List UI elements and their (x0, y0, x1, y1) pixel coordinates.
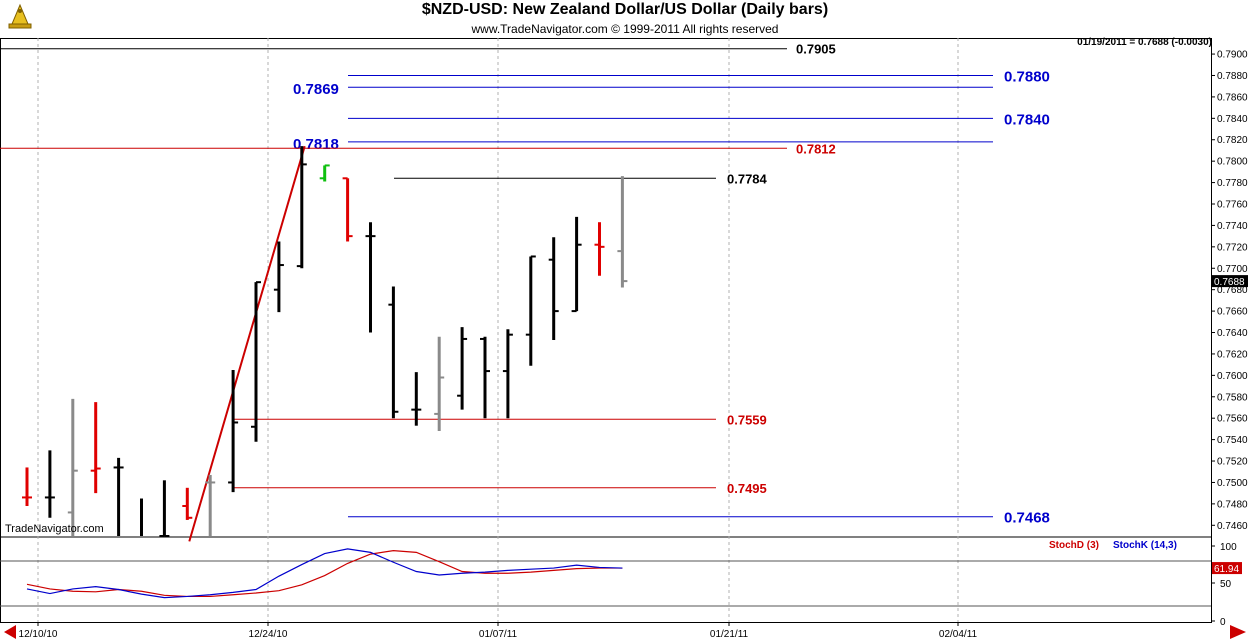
chart-subtitle: www.TradeNavigator.com © 1999-2011 All r… (471, 22, 779, 36)
ohlc-bar (205, 474, 216, 536)
stoch-d-line (26, 550, 623, 598)
scroll-right-icon[interactable] (1230, 625, 1246, 639)
level-label: 0.7784 (727, 171, 768, 186)
ohlc-bar (159, 480, 170, 537)
ohlc-bar (44, 450, 55, 518)
ohlc-bar (571, 216, 582, 313)
ohlc-bar (67, 398, 78, 536)
level-label: 0.7905 (796, 42, 836, 57)
ohlc-bar (365, 222, 376, 333)
stoch-d-legend: StochD (3) (1049, 540, 1099, 551)
y-tick-label: 0.7660 (1217, 307, 1248, 318)
x-tick-label: 12/10/10 (19, 629, 58, 640)
y-tick-label: 0.7580 (1217, 392, 1248, 403)
y-tick-label: 0.7480 (1217, 499, 1248, 510)
level-label: 0.7559 (727, 412, 767, 427)
scroll-left-icon[interactable] (4, 625, 16, 639)
y-tick-label: 0.7840 (1217, 114, 1248, 125)
last-price-label: 0.7688 (1214, 277, 1245, 288)
x-tick-label: 02/04/11 (939, 629, 978, 640)
ohlc-bar (342, 177, 353, 242)
price-levels: 0.7905 0.7880 0.7869 0.7840 0.7818 0.7812 0.77… (0, 42, 1050, 527)
x-tick-label: 01/21/11 (710, 629, 749, 640)
y-tick-label: 0.7560 (1217, 414, 1248, 425)
y-tick-label: 0.7680 (1217, 285, 1248, 296)
y-tick-label: 0.7700 (1217, 264, 1248, 275)
y-tick-label: 0.7600 (1217, 371, 1248, 382)
trend-line (188, 145, 306, 542)
stoch-k-line (26, 548, 623, 599)
y-tick-label: 0.7620 (1217, 349, 1248, 360)
x-tick-label: 01/07/11 (479, 629, 518, 640)
stoch-k-legend: StochK (14,3) (1113, 540, 1177, 551)
trend-line-segment (188, 145, 306, 542)
chart-frame (0, 38, 1212, 623)
ohlc-bar (251, 281, 261, 442)
level-label: 0.7869 (293, 81, 339, 98)
level-label: 0.7812 (796, 141, 836, 156)
ohlc-bar (548, 237, 559, 341)
level-label: 0.7468 (1004, 510, 1050, 527)
level-label: 0.7840 (1004, 111, 1050, 128)
ohlc-bar (617, 176, 628, 288)
x-tick-label: 12/24/10 (249, 629, 288, 640)
stoch-y-tick-label: 50 (1220, 579, 1232, 590)
grid-lines (0, 38, 1211, 622)
ohlc-bar (434, 336, 445, 432)
ohlc-bar (502, 329, 513, 419)
stoch-last-label: 61.94 (1214, 564, 1239, 575)
watermark: TradeNavigator.com (5, 523, 104, 535)
ohlc-bar (296, 146, 307, 269)
chart-title: $NZD-USD: New Zealand Dollar/US Dollar (… (421, 1, 829, 18)
ohlc-bar (388, 286, 399, 419)
y-tick-label: 0.7820 (1217, 135, 1248, 146)
y-tick-label: 0.7880 (1217, 71, 1248, 82)
ohlc-bar (273, 241, 284, 313)
ohlc-bar (411, 372, 422, 426)
ohlc-bar (525, 255, 536, 366)
y-tick-label: 0.7780 (1217, 178, 1248, 189)
stoch-y-tick-label: 100 (1220, 542, 1237, 553)
y-tick-label: 0.7760 (1217, 200, 1248, 211)
ohlc-bar (319, 164, 330, 182)
ohlc-bar (594, 222, 605, 276)
y-tick-label: 0.7800 (1217, 157, 1248, 168)
y-tick-label: 0.7520 (1217, 457, 1248, 468)
stoch-y-tick-label: 0 (1220, 617, 1226, 628)
y-tick-label: 0.7740 (1217, 221, 1248, 232)
level-label: 0.7880 (1004, 68, 1050, 85)
y-tick-label: 0.7900 (1217, 50, 1248, 61)
ohlc-bar (113, 457, 124, 536)
quote-readout: 01/19/2011 = 0.7688 (-0.0030) (1077, 37, 1212, 48)
y-tick-label: 0.7860 (1217, 92, 1248, 103)
ohlc-bar (22, 467, 32, 507)
stochastic-panel: StochD (3) StochK (14,3) (26, 540, 1177, 599)
level-label: 0.7495 (727, 481, 767, 496)
y-tick-label: 0.7500 (1217, 478, 1248, 489)
ohlc-bar (90, 402, 101, 494)
y-tick-label: 0.7540 (1217, 435, 1248, 446)
y-tick-label: 0.7460 (1217, 521, 1248, 532)
stoch-last-box (1212, 562, 1242, 575)
ohlc-bar (457, 327, 468, 410)
ohlc-bar (480, 336, 490, 419)
ohlc-bar (228, 370, 239, 493)
ohlc-bars (22, 146, 628, 537)
y-tick-label: 0.7640 (1217, 328, 1248, 339)
ohlc-bar (182, 487, 193, 520)
level-label: 0.7818 (293, 136, 339, 153)
trade-navigator-logo-icon (6, 2, 34, 30)
axes: 0.7900 0.7880 0.7860 0.7840 0.7820 0.7800 0.77… (19, 50, 1248, 640)
y-tick-label: 0.7720 (1217, 242, 1248, 253)
last-price-box (1212, 275, 1248, 288)
